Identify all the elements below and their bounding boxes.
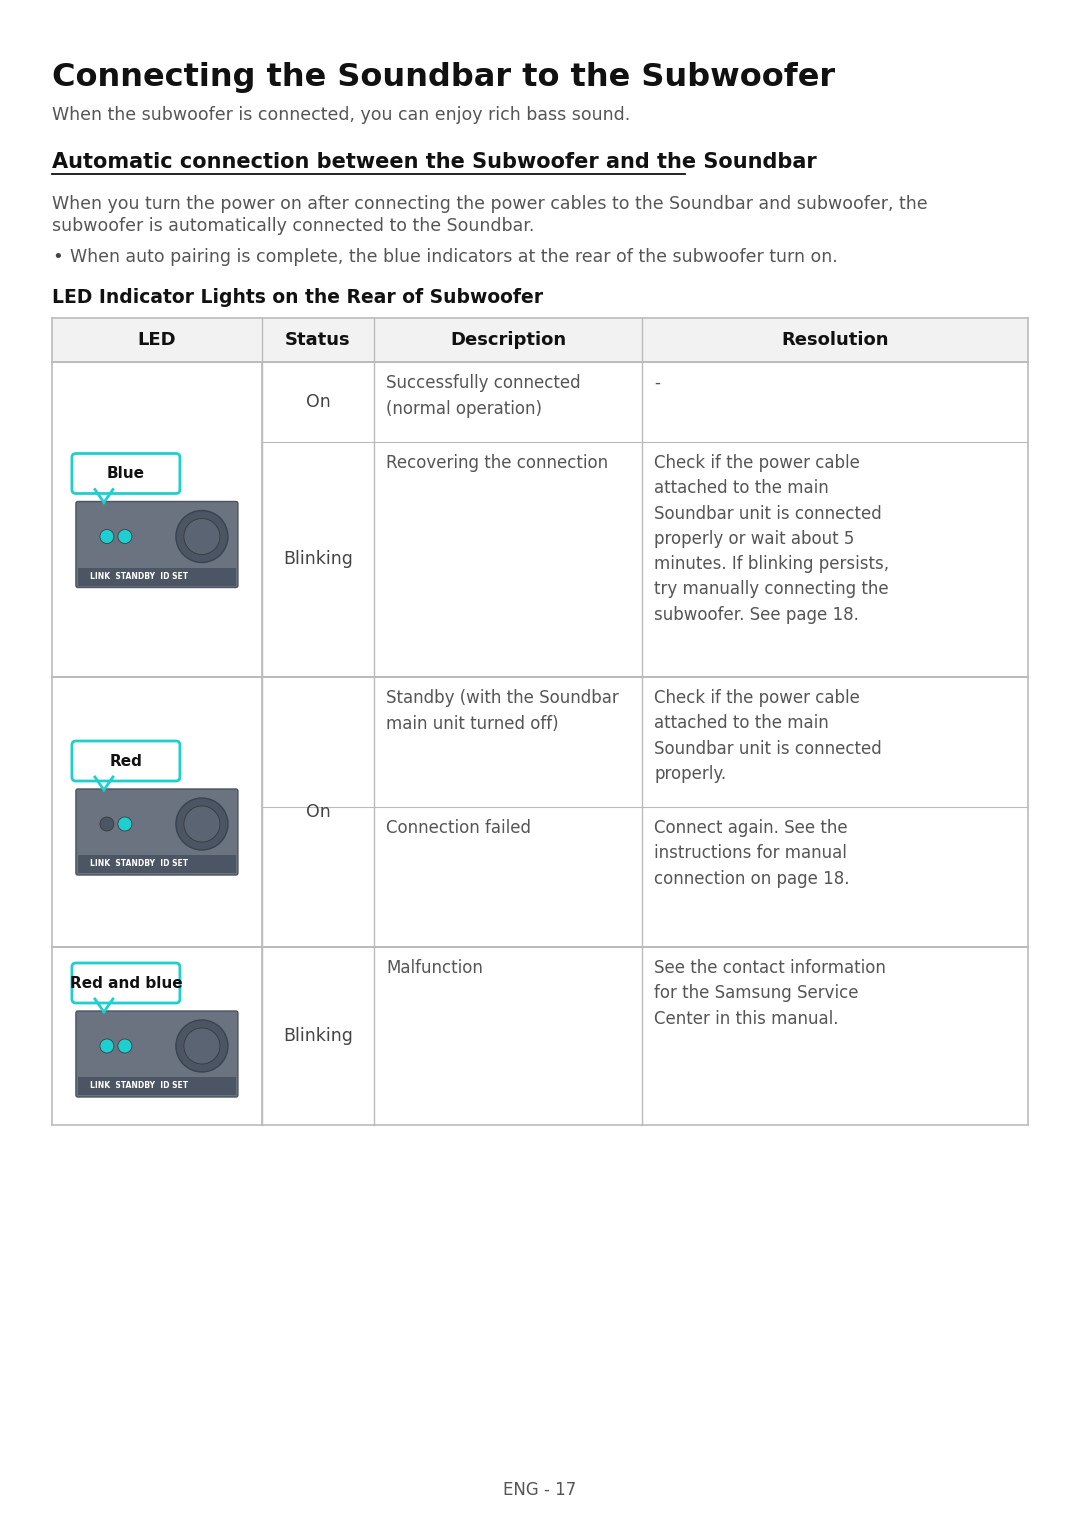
Text: Connect again. See the
instructions for manual
connection on page 18.: Connect again. See the instructions for … [654,820,850,887]
Text: Red: Red [109,754,143,769]
Text: Blue: Blue [107,466,145,481]
Text: Blinking: Blinking [283,1026,353,1045]
Text: Red and blue: Red and blue [69,976,183,991]
FancyBboxPatch shape [76,501,238,587]
Text: ENG - 17: ENG - 17 [503,1481,577,1498]
Circle shape [184,1028,220,1065]
Text: Standby (with the Soundbar
main unit turned off): Standby (with the Soundbar main unit tur… [386,689,619,732]
Text: •: • [52,248,63,267]
Circle shape [184,518,220,555]
Circle shape [176,798,228,850]
Circle shape [100,817,113,830]
Text: Status: Status [285,331,351,349]
Text: Automatic connection between the Subwoofer and the Soundbar: Automatic connection between the Subwoof… [52,152,816,172]
Text: Check if the power cable
attached to the main
Soundbar unit is connected
properl: Check if the power cable attached to the… [654,689,882,783]
Text: On: On [306,394,330,411]
Text: LED Indicator Lights on the Rear of Subwoofer: LED Indicator Lights on the Rear of Subw… [52,288,543,306]
Text: Connecting the Soundbar to the Subwoofer: Connecting the Soundbar to the Subwoofer [52,61,835,93]
Text: LED: LED [137,331,176,349]
Text: Recovering the connection: Recovering the connection [386,453,608,472]
FancyBboxPatch shape [72,964,180,1003]
Text: When the subwoofer is connected, you can enjoy rich bass sound.: When the subwoofer is connected, you can… [52,106,631,124]
Text: subwoofer is automatically connected to the Soundbar.: subwoofer is automatically connected to … [52,218,535,234]
FancyBboxPatch shape [72,453,180,493]
Circle shape [118,530,132,544]
Circle shape [100,530,113,544]
FancyBboxPatch shape [72,741,180,781]
Text: LINK  STANDBY  ID SET: LINK STANDBY ID SET [90,1082,188,1091]
Circle shape [176,510,228,562]
Text: Blinking: Blinking [283,550,353,568]
Circle shape [176,1020,228,1072]
Text: See the contact information
for the Samsung Service
Center in this manual.: See the contact information for the Sams… [654,959,887,1028]
Bar [78,567,235,585]
Text: On: On [306,803,330,821]
Circle shape [118,1039,132,1052]
Text: LINK  STANDBY  ID SET: LINK STANDBY ID SET [90,571,188,581]
Circle shape [100,1039,113,1052]
Text: Check if the power cable
attached to the main
Soundbar unit is connected
properl: Check if the power cable attached to the… [654,453,890,624]
Text: When you turn the power on after connecting the power cables to the Soundbar and: When you turn the power on after connect… [52,195,928,213]
Bar [78,855,235,873]
Circle shape [184,806,220,843]
Text: Successfully connected
(normal operation): Successfully connected (normal operation… [386,374,581,418]
Text: When auto pairing is complete, the blue indicators at the rear of the subwoofer : When auto pairing is complete, the blue … [70,248,838,267]
FancyBboxPatch shape [76,1011,238,1097]
Circle shape [118,817,132,830]
Text: Resolution: Resolution [782,331,889,349]
Text: LINK  STANDBY  ID SET: LINK STANDBY ID SET [90,859,188,869]
FancyBboxPatch shape [76,789,238,875]
Text: Description: Description [450,331,566,349]
Text: Connection failed: Connection failed [386,820,531,836]
Text: -: - [654,374,660,392]
Bar [78,1077,235,1095]
Text: Malfunction: Malfunction [386,959,483,977]
Bar [52,319,1028,362]
